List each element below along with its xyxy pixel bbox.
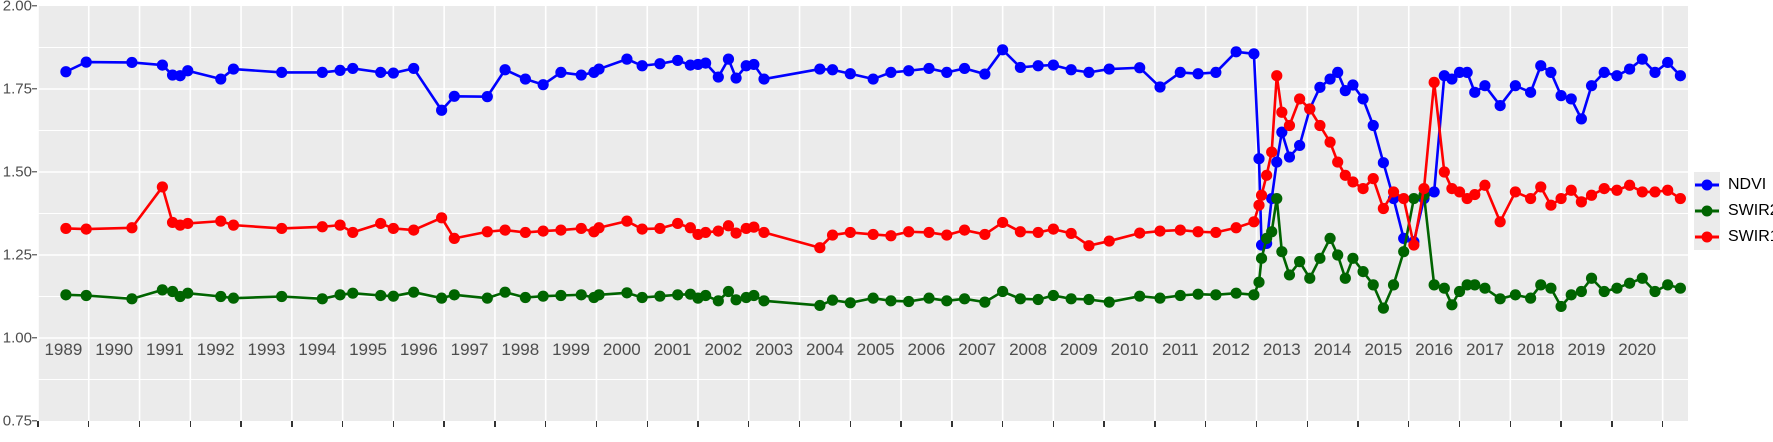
x-axis-tick-label: 1997 bbox=[450, 340, 489, 359]
legend-item-swir2[interactable]: SWIR2 bbox=[1694, 198, 1773, 224]
y-axis-tick-mark bbox=[32, 254, 37, 256]
x-axis-tick-label: 2018 bbox=[1516, 340, 1555, 359]
legend-item-label: SWIR2 bbox=[1728, 202, 1773, 219]
x-axis-tick-label: 1999 bbox=[552, 340, 590, 359]
y-axis-tick-mark bbox=[32, 5, 37, 7]
x-axis-tick-mark bbox=[1509, 421, 1511, 427]
legend-item-ndvi[interactable]: NDVI bbox=[1694, 172, 1773, 198]
x-axis-tick-label: 2014 bbox=[1313, 340, 1352, 359]
y-axis-tick-label: 0.75 bbox=[2, 412, 32, 430]
x-axis-tick-label: 2004 bbox=[806, 340, 844, 359]
x-axis-tick-mark bbox=[494, 421, 496, 427]
x-axis-tick-mark bbox=[1408, 421, 1410, 427]
plot-panel bbox=[37, 6, 1688, 421]
legend-item-label: SWIR1 bbox=[1728, 228, 1773, 245]
x-axis-tick-mark bbox=[341, 421, 344, 427]
x-axis-tick-mark bbox=[138, 421, 141, 427]
x-axis-tick-label: 1992 bbox=[196, 340, 235, 359]
y-axis-tick-mark bbox=[32, 337, 37, 339]
x-axis-tick-mark bbox=[646, 421, 648, 427]
x-axis-tick-mark bbox=[544, 421, 547, 427]
x-axis-tick-label: 2010 bbox=[1110, 340, 1149, 359]
x-axis-tick-label: 2011 bbox=[1162, 340, 1199, 359]
data-series-layer bbox=[60, 44, 1686, 314]
x-axis-tick-label: 2009 bbox=[1059, 340, 1098, 359]
x-axis-tick-mark bbox=[1204, 421, 1207, 427]
x-axis-tick-label: 2008 bbox=[1009, 340, 1047, 359]
legend-item-swir1[interactable]: SWIR1 bbox=[1694, 224, 1773, 250]
x-axis-tick-mark bbox=[1154, 421, 1156, 427]
x-axis-tick-mark bbox=[1560, 421, 1562, 427]
x-axis-tick-label: 2016 bbox=[1415, 340, 1454, 359]
x-axis-tick-mark bbox=[37, 421, 39, 427]
x-axis-tick-label: 2006 bbox=[907, 340, 946, 359]
x-axis-tick-mark bbox=[88, 421, 90, 427]
series-ndvi bbox=[60, 44, 1686, 251]
x-axis-tick-mark bbox=[1052, 421, 1055, 427]
x-axis-tick-label: 1994 bbox=[298, 340, 337, 359]
y-axis-tick-label: 1.50 bbox=[2, 163, 32, 181]
x-axis-tick-mark bbox=[1103, 421, 1105, 427]
x-axis-tick-label: 1990 bbox=[95, 340, 134, 359]
legend-key-icon bbox=[1694, 172, 1720, 198]
x-axis-tick-label: 2001 bbox=[653, 340, 692, 359]
x-axis-tick-label: 2019 bbox=[1567, 340, 1606, 359]
x-axis-tick-mark bbox=[951, 421, 953, 427]
x-axis-tick-mark bbox=[1306, 421, 1308, 427]
x-axis-tick-mark bbox=[1458, 421, 1461, 427]
x-axis-tick-label: 2002 bbox=[704, 340, 743, 359]
x-axis-tick-mark bbox=[1255, 421, 1258, 427]
x-axis-tick-mark bbox=[1001, 421, 1004, 427]
x-axis-tick-label: 1998 bbox=[501, 340, 540, 359]
series-swir1 bbox=[60, 70, 1686, 254]
y-axis-tick-label: 1.25 bbox=[2, 246, 32, 264]
x-axis-tick-mark bbox=[443, 421, 445, 427]
legend: NDVI SWIR2 SWIR1 bbox=[1694, 172, 1773, 250]
x-axis-tick-mark bbox=[1357, 421, 1359, 427]
legend-item-label: NDVI bbox=[1728, 176, 1767, 193]
x-axis-tick-mark bbox=[1661, 421, 1664, 427]
x-axis-tick-label: 2017 bbox=[1466, 340, 1504, 359]
x-axis-tick-label: 2012 bbox=[1212, 340, 1250, 359]
x-axis-tick-label: 2000 bbox=[602, 340, 641, 359]
x-axis-tick-label: 2005 bbox=[856, 340, 895, 359]
x-axis-tick-mark bbox=[595, 421, 598, 427]
x-axis-tick-label: 1989 bbox=[44, 340, 83, 359]
y-axis-tick-mark bbox=[32, 420, 37, 422]
legend-key-icon bbox=[1694, 198, 1720, 224]
x-axis-tick-label: 2015 bbox=[1364, 340, 1403, 359]
y-axis-tick-label: 1.75 bbox=[2, 80, 32, 98]
y-axis-tick-mark bbox=[32, 171, 37, 173]
series-swir2 bbox=[60, 189, 1686, 314]
x-axis-tick-label: 2007 bbox=[958, 340, 997, 359]
y-axis-tick-mark bbox=[32, 88, 37, 90]
x-axis-tick-label: 1996 bbox=[399, 340, 438, 359]
x-axis-tick-mark bbox=[849, 421, 851, 427]
y-axis-tick-label: 1.00 bbox=[2, 329, 32, 347]
legend-key-icon bbox=[1694, 224, 1720, 250]
x-axis-tick-mark bbox=[392, 421, 395, 427]
x-axis-tick-mark bbox=[748, 421, 750, 427]
y-axis-tick-label: 2.00 bbox=[2, 0, 32, 15]
x-axis-tick-mark bbox=[1611, 421, 1613, 427]
x-axis-tick-mark bbox=[240, 421, 242, 427]
x-axis-tick-mark bbox=[798, 421, 801, 427]
x-axis-tick-mark bbox=[291, 421, 293, 427]
x-axis-tick-label: 1991 bbox=[146, 340, 184, 359]
gridlines bbox=[37, 6, 1688, 421]
x-axis-tick-label: 1993 bbox=[247, 340, 286, 359]
x-axis-tick-label: 2003 bbox=[755, 340, 794, 359]
x-axis-tick-mark bbox=[697, 421, 699, 427]
x-axis-tick-label: 1995 bbox=[349, 340, 387, 359]
x-axis-tick-label: 2013 bbox=[1262, 340, 1301, 359]
x-axis-tick-mark bbox=[189, 421, 191, 427]
x-axis-tick-label: 2020 bbox=[1618, 340, 1657, 359]
x-axis-tick-mark bbox=[900, 421, 902, 427]
